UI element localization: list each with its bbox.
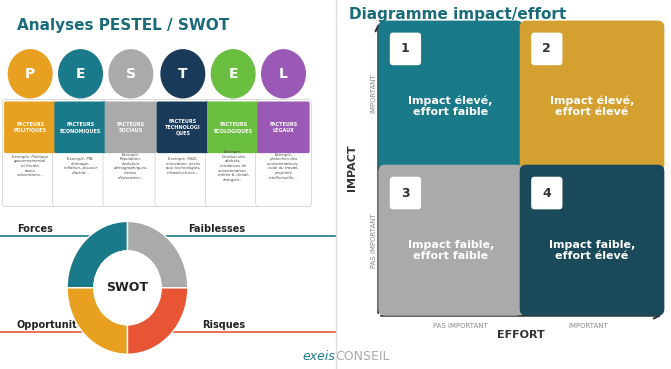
- Text: Exemple: Politique
gouvernemental
et fiscale,
taxes,
subventions...: Exemple: Politique gouvernemental et fis…: [12, 155, 48, 177]
- FancyBboxPatch shape: [205, 100, 261, 207]
- FancyBboxPatch shape: [519, 21, 664, 172]
- FancyBboxPatch shape: [3, 100, 58, 207]
- Circle shape: [161, 50, 205, 98]
- Circle shape: [58, 50, 102, 98]
- Text: CONSEIL: CONSEIL: [336, 349, 390, 363]
- FancyBboxPatch shape: [258, 101, 310, 153]
- Text: 2: 2: [542, 42, 551, 55]
- Text: PAS IMPORTANT: PAS IMPORTANT: [433, 323, 488, 328]
- Text: EFFORT: EFFORT: [497, 330, 546, 340]
- Text: FACTEURS
SOCIAUX: FACTEURS SOCIAUX: [117, 122, 145, 133]
- Text: FACTEURS
LÉGAUX: FACTEURS LÉGAUX: [270, 122, 297, 133]
- Text: Exemple:
protection des
consommateurs,
code du travail,
propriété
intellectuelle: Exemple: protection des consommateurs, c…: [267, 152, 300, 180]
- Circle shape: [109, 50, 153, 98]
- Text: P: P: [25, 67, 36, 81]
- Text: Faiblesses: Faiblesses: [188, 224, 245, 234]
- Text: L: L: [279, 67, 288, 81]
- Text: 3: 3: [401, 187, 410, 200]
- Text: Impact faible,
effort faible: Impact faible, effort faible: [407, 240, 494, 261]
- Text: Impact élevé,
effort faible: Impact élevé, effort faible: [409, 95, 493, 117]
- Circle shape: [94, 251, 161, 325]
- FancyBboxPatch shape: [390, 177, 421, 209]
- Wedge shape: [67, 221, 127, 288]
- Text: IMPORTANT: IMPORTANT: [569, 323, 609, 328]
- FancyBboxPatch shape: [531, 32, 562, 65]
- Text: E: E: [228, 67, 238, 81]
- Text: E: E: [76, 67, 85, 81]
- FancyBboxPatch shape: [378, 21, 523, 172]
- Text: Analyses PESTEL / SWOT: Analyses PESTEL / SWOT: [17, 18, 229, 34]
- Text: IMPACT: IMPACT: [347, 145, 357, 192]
- Text: Risques: Risques: [202, 320, 245, 330]
- FancyBboxPatch shape: [155, 100, 211, 207]
- Wedge shape: [127, 288, 188, 354]
- Text: Opportunités: Opportunités: [17, 320, 90, 330]
- FancyBboxPatch shape: [105, 101, 157, 153]
- FancyBboxPatch shape: [378, 165, 523, 316]
- Wedge shape: [67, 288, 127, 354]
- Text: exeis: exeis: [303, 349, 336, 363]
- Text: FACTEURS
POLITIQUES: FACTEURS POLITIQUES: [13, 122, 47, 133]
- Text: Exemple:
Population,
évolution
démographiques,
niveau
d'éducation...: Exemple: Population, évolution démograph…: [113, 152, 148, 180]
- Text: Forces: Forces: [17, 224, 52, 234]
- FancyBboxPatch shape: [4, 101, 56, 153]
- FancyBboxPatch shape: [390, 32, 421, 65]
- Text: Exemple: R&D,
innovation, accès
aux technologies,
infrastructures...: Exemple: R&D, innovation, accès aux tech…: [166, 157, 200, 175]
- Text: FACTEURS
TECHNOLOGI
QUES: FACTEURS TECHNOLOGI QUES: [165, 119, 201, 135]
- Text: 4: 4: [542, 187, 551, 200]
- FancyBboxPatch shape: [519, 165, 664, 316]
- Text: Impact faible,
effort élevé: Impact faible, effort élevé: [549, 240, 635, 261]
- FancyBboxPatch shape: [54, 101, 107, 153]
- FancyBboxPatch shape: [157, 101, 209, 153]
- Circle shape: [262, 50, 305, 98]
- Text: Exemple: PIB,
chômage,
inflation, pouvoir
d'achat...: Exemple: PIB, chômage, inflation, pouvoi…: [64, 157, 97, 175]
- Wedge shape: [127, 221, 188, 288]
- Text: S: S: [126, 67, 136, 81]
- Text: T: T: [178, 67, 188, 81]
- Text: Impact élevé,
effort élevé: Impact élevé, effort élevé: [550, 95, 634, 117]
- FancyBboxPatch shape: [103, 100, 158, 207]
- Text: FACTEURS
ÉCOLOGIQUES: FACTEURS ÉCOLOGIQUES: [213, 121, 253, 133]
- Text: FACTEURS
ÉCONOMIQUES: FACTEURS ÉCONOMIQUES: [60, 121, 101, 133]
- FancyBboxPatch shape: [256, 100, 311, 207]
- Text: Diagramme impact/effort: Diagramme impact/effort: [349, 7, 566, 22]
- Text: Exemple:
Gestion des
déchets,
tendances de
consommation,
météo & climat,
énergie: Exemple: Gestion des déchets, tendances …: [217, 150, 249, 182]
- FancyBboxPatch shape: [531, 177, 562, 209]
- FancyBboxPatch shape: [207, 101, 259, 153]
- Text: IMPORTANT: IMPORTANT: [370, 73, 376, 113]
- Text: SWOT: SWOT: [107, 281, 148, 294]
- Circle shape: [8, 50, 52, 98]
- FancyBboxPatch shape: [52, 100, 108, 207]
- Circle shape: [211, 50, 255, 98]
- Text: PAS IMPORTANT: PAS IMPORTANT: [370, 213, 376, 268]
- Text: 1: 1: [401, 42, 410, 55]
